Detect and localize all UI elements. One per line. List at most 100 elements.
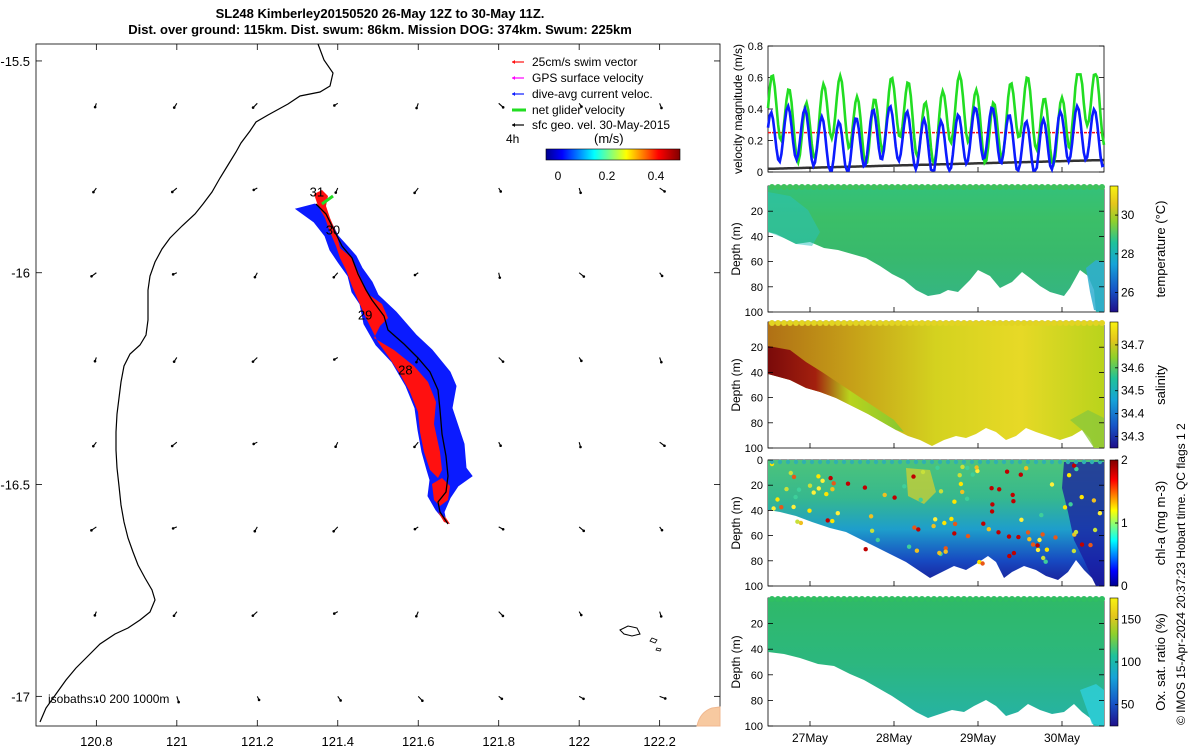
surface-dot [1075,184,1081,190]
surface-dot [931,320,937,326]
surface-dot [769,320,775,326]
temperature-cool-patch [1086,260,1104,312]
legend-item-net-glider: net glider velocity [512,103,625,117]
chl-scatter-dot [1040,532,1045,537]
cbar-tick-label: 1 [1121,516,1128,530]
surface-dot [873,459,879,465]
surface-dot [919,184,925,190]
time-tick-label: 29May [960,731,996,745]
surface-dot [991,184,997,190]
depth-ytick-label: 40 [751,367,763,379]
vel-ytick-label: 0.8 [748,41,763,53]
chl-scatter-dot [882,492,887,498]
chl-scatter-dot [830,518,835,524]
colorbar-tick: 0 [555,169,562,183]
depth-ytick-label: 20 [751,206,763,218]
surface-dot [881,459,887,465]
dive-avg-velocity-line [766,102,1105,174]
cbar-tick-label: 34.7 [1121,338,1145,352]
surface-dot [1009,596,1015,602]
surface-dot [1021,184,1027,190]
map-ytick-label: -16 [11,266,30,281]
surface-dot [1003,320,1009,326]
chl-scatter-dot [820,478,825,483]
map-ytick-label: -17 [11,689,30,704]
time-tick-label: 28May [876,731,912,745]
time-axis-ticks: 27May 28May 29May 30May [792,167,1080,745]
depth-ylabel: Depth (m) [729,358,743,411]
surface-dot [817,596,823,602]
surface-dot [1003,596,1009,602]
depth-ytick-label: 100 [745,721,763,733]
surface-dot [913,184,919,190]
chl-scatter-dot [795,519,800,524]
chl-scatter-dot [981,521,986,526]
surface-dot [1033,459,1039,465]
chl-scatter-dot [960,464,965,470]
chl-scatter-dot [989,509,995,514]
chl-scatter-dot [937,550,942,556]
surface-dot [973,596,979,602]
chl-scatter-dot [1018,472,1023,477]
surface-dot [853,320,859,326]
chl-scatter-dot [1097,511,1103,516]
surface-dot [1069,596,1075,602]
surface-dot [1027,596,1033,602]
chl-scatter-dot [892,495,897,500]
cbar-tick-label: 34.5 [1121,384,1145,398]
surface-dot [1089,459,1095,465]
temperature-ticks: 20 40 60 80 100 Depth (m) [729,206,1104,319]
legend-item-gps-velocity: GPS surface velocity [512,71,643,85]
surface-dot [913,459,919,465]
map-xtick-label: 121 [166,734,188,749]
surface-dot [1021,596,1027,602]
depth-ytick-label: 80 [751,282,763,294]
surface-dot [949,320,955,326]
map-xtick-label: 121.2 [241,734,274,749]
legend-label: 25cm/s swim vector [532,55,637,69]
surface-dot [895,184,901,190]
sfc-geo-arrowhead [415,614,418,618]
surface-dot [1081,320,1087,326]
surface-dot [781,596,787,602]
surface-dot [1087,184,1093,190]
legend-item-dive-avg: dive-avg current veloc. [512,87,653,101]
salinity-surface-dots [769,320,1105,326]
surface-dot [1017,459,1023,465]
sfc-geo-arrowhead [580,359,583,363]
surface-dot [977,459,983,465]
chl-scatter-dot [869,528,875,533]
legend-item-sfc-geo: sfc geo. vel. 30-May-2015 [512,118,670,132]
chl-scatter-dot [1074,466,1079,472]
surface-dot [943,596,949,602]
chl-scatter-dot [825,518,830,523]
sfc-geo-arrowhead [172,360,176,363]
chl-scatter-dot [977,559,982,565]
chl-scatter-dot [784,486,789,492]
time-tick-label: 27May [792,731,828,745]
copyright-note: © IMOS 15-Apr-2024 20:37:23 Hobart time.… [1174,423,1188,725]
chl-scatter-dot [816,486,821,491]
sfc-geo-arrowhead [663,444,666,448]
surface-dot [787,320,793,326]
surface-dot [979,320,985,326]
chl-scatter-dot [1068,502,1073,507]
surface-dot [871,320,877,326]
surface-dot [1097,459,1103,465]
chl-scatter-dot [916,527,921,532]
surface-dot [895,320,901,326]
coastline [39,43,334,723]
surface-dot [991,320,997,326]
surface-dot [1069,184,1075,190]
chl-scatter-dot [816,474,821,479]
chl-scatter-dot [906,544,912,549]
surface-dot [1009,459,1015,465]
chl-scatter-dot [1044,547,1050,552]
surface-dot [905,459,911,465]
depth-ytick-label: 20 [751,342,763,354]
surface-dot [961,596,967,602]
legend-label: sfc geo. vel. 30-May-2015 [532,118,670,132]
surface-dot [781,184,787,190]
surface-dot [865,459,871,465]
chl-scatter-dot [957,473,962,478]
